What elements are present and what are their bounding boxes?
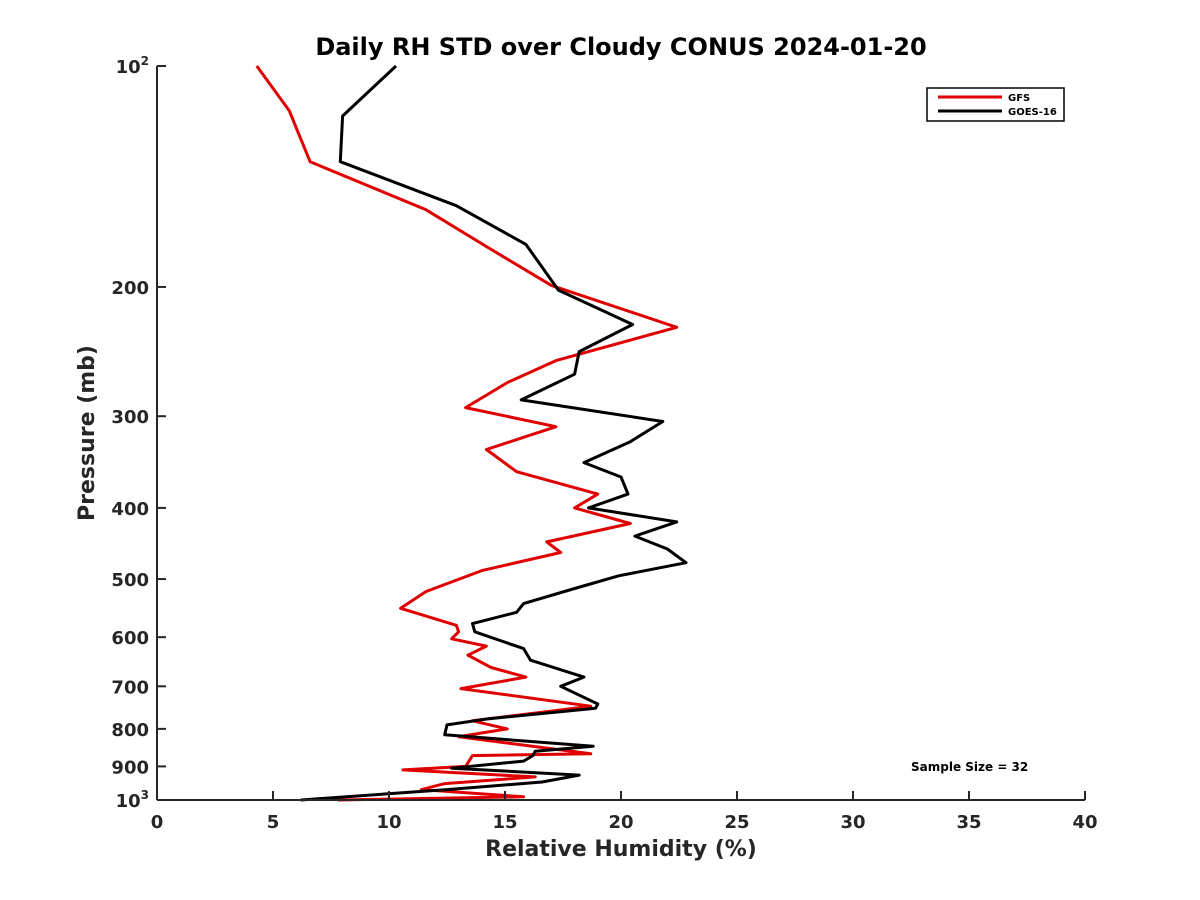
legend: GFS GOES-16	[926, 87, 1065, 122]
sample-size-annotation: Sample Size = 32	[911, 760, 1028, 774]
x-tick-label: 0	[151, 812, 164, 833]
y-tick-label: 400	[111, 499, 149, 520]
y-tick-label: 102	[116, 54, 149, 78]
y-tick-label: 700	[111, 677, 149, 698]
x-tick-label: 15	[492, 812, 517, 833]
y-tick-label: 500	[111, 570, 149, 591]
series-line-gfs	[255, 65, 679, 802]
y-tick-label: 800	[111, 720, 149, 741]
x-tick-label: 30	[840, 812, 865, 833]
x-tick-label: 25	[724, 812, 749, 833]
x-tick-label: 10	[376, 812, 401, 833]
y-tick-label: 200	[111, 278, 149, 299]
y-tick-label: 103	[116, 788, 149, 812]
x-tick-label: 20	[608, 812, 633, 833]
x-axis-label: Relative Humidity (%)	[485, 837, 757, 862]
y-axis-ticks: 102 200 300 400 500 600 700 800 900 103	[111, 54, 166, 812]
y-tick-label: 600	[111, 628, 149, 649]
chart-title: Daily RH STD over Cloudy CONUS 2024-01-2…	[315, 33, 926, 61]
legend-label-goes16: GOES-16	[1008, 107, 1057, 118]
y-axis-label: Pressure (mb)	[75, 345, 100, 521]
legend-label-gfs: GFS	[1008, 93, 1030, 104]
y-tick-label: 900	[111, 757, 149, 778]
x-tick-label: 35	[956, 812, 981, 833]
series-line-goes16	[300, 64, 688, 802]
series-layer	[255, 64, 688, 802]
x-axis-ticks: 0 5 10 15 20 25 30 35 40	[151, 791, 1098, 833]
legend-box	[926, 87, 1065, 122]
x-tick-label: 5	[267, 812, 280, 833]
y-tick-label: 300	[111, 407, 149, 428]
x-tick-label: 40	[1072, 812, 1097, 833]
plot-area	[157, 66, 1085, 800]
